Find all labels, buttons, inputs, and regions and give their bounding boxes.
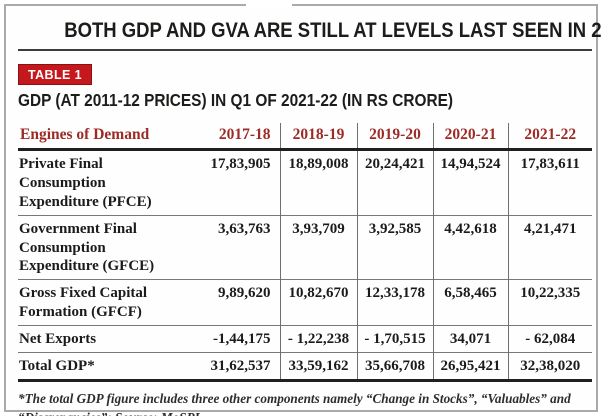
footnote: *The total GDP figure includes three oth… (18, 390, 571, 416)
col-header-2019-20: 2019-20 (356, 123, 433, 151)
cell-value: 17,83,905 (210, 156, 271, 172)
content-area: BOTH GDP AND GVA ARE STILL AT LEVELS LAS… (18, 14, 602, 416)
table-row-gfcf: Gross Fixed Capital Formation (GFCF) 9,8… (18, 279, 592, 326)
row-label: Gross Fixed Capital Formation (GFCF) (18, 279, 168, 326)
cell-value: 10,22,335 (507, 279, 592, 326)
col-header-2018-19: 2018-19 (279, 123, 357, 151)
cell-value: 32,38,020 (507, 352, 592, 381)
row-label: Net Exports (18, 325, 168, 353)
table-row-pfce: Private Final Consumption Expenditure (P… (18, 149, 592, 216)
cell-value: 3,92,585 (356, 214, 433, 280)
table-row-total-gdp: Total GDP* 31,62,537 33,59,162 35,66,708… (18, 352, 592, 381)
table-row-gfce: Government Final Consumption Expenditure… (18, 214, 592, 280)
cell-value: 20,24,421 (356, 149, 433, 216)
cell-value: -1,44,175 (168, 325, 280, 353)
cell-value: 18,89,008 (279, 149, 357, 216)
table-subtitle: GDP (AT 2011-12 PRICES) IN Q1 OF 2021-22… (18, 90, 592, 111)
col-header-engines-of-demand: Engines of Demand (18, 123, 168, 151)
table-subtitle-text: GDP (AT 2011-12 PRICES) IN Q1 OF 2021-22… (18, 90, 454, 110)
cell-value: 4,42,618 (432, 214, 508, 280)
row-label: Government Final Consumption Expenditure… (18, 214, 168, 280)
cell-value: 31,62,537 (168, 352, 280, 381)
cell-value: - 1,22,238 (279, 325, 357, 353)
cell-value: 12,33,178 (356, 279, 433, 326)
cell-value: - 1,70,515 (356, 325, 433, 353)
cell-value: 10,82,670 (279, 279, 357, 326)
cell-value: 17,83,611 (507, 149, 592, 216)
cell-value: - 62,084 (507, 325, 592, 353)
cell-value: 33,59,162 (279, 352, 357, 381)
cell-value: 3,93,709 (279, 214, 357, 280)
border-gap-artifact (246, 0, 292, 9)
cell-value: 34,071 (432, 325, 508, 353)
cell-value: 6,58,465 (432, 279, 508, 326)
title-divider (18, 49, 592, 51)
main-title: BOTH GDP AND GVA ARE STILL AT LEVELS LAS… (18, 14, 602, 46)
table-row-net-exports: Net Exports -1,44,175 - 1,22,238 - 1,70,… (18, 325, 592, 353)
col-header-2021-22: 2021-22 (507, 123, 592, 151)
cell-value: 14,94,524 (432, 149, 508, 216)
row-label: Total GDP* (18, 352, 168, 381)
table-number-badge: TABLE 1 (18, 64, 92, 85)
cell-value: 4,21,471 (507, 214, 592, 280)
cell-value: 9,89,620 (168, 279, 280, 326)
cell-value: 26,95,421 (432, 352, 508, 381)
row-label: Private Final Consumption Expenditure (P… (19, 156, 152, 210)
col-header-2020-21: 2020-21 (432, 123, 508, 151)
col-header-2017-18: 2017-18 (168, 123, 280, 151)
header-row: Engines of Demand 2017-18 2018-19 2019-2… (18, 123, 592, 151)
cell-value: 35,66,708 (356, 352, 433, 381)
gdp-data-table: Engines of Demand 2017-18 2018-19 2019-2… (18, 123, 592, 382)
cell-value: 3,63,763 (168, 214, 280, 280)
main-title-text: BOTH GDP AND GVA ARE STILL AT LEVELS LAS… (64, 18, 602, 42)
